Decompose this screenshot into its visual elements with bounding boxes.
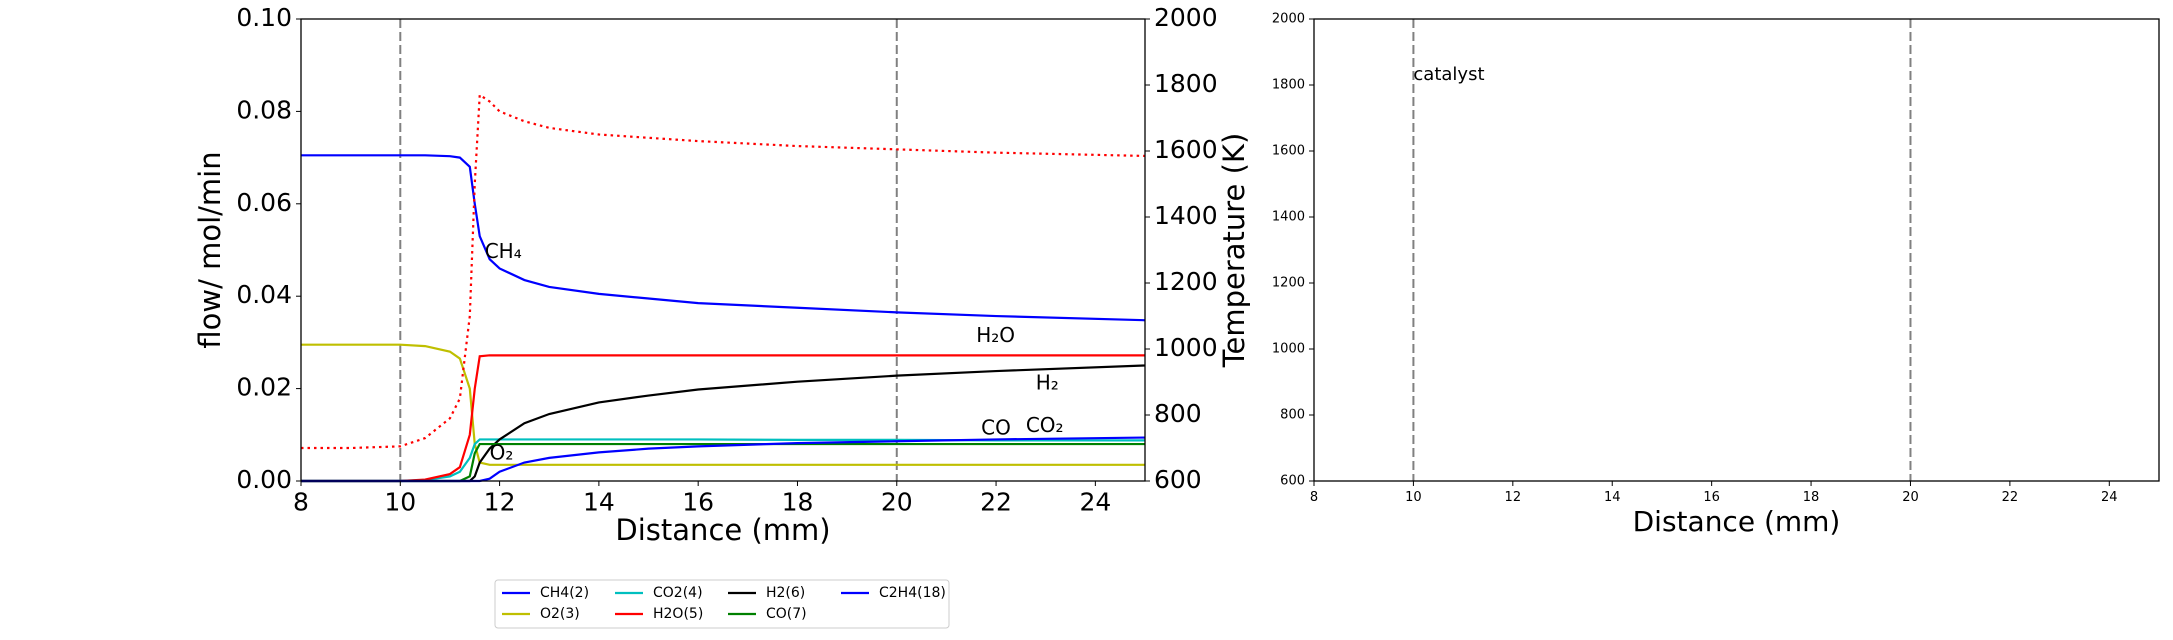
plot-frame xyxy=(300,18,1146,482)
y-tick-label: 0.06 xyxy=(236,188,292,217)
x-tick-label: 18 xyxy=(1803,490,1820,505)
data-line xyxy=(301,343,1145,466)
x-tick-label: 14 xyxy=(1604,490,1621,505)
x-tick-label: 22 xyxy=(980,488,1012,517)
annotation: CH₄ xyxy=(485,239,522,263)
y-tick-label: 0.00 xyxy=(236,465,292,494)
y2-tick-label: 2000 xyxy=(1154,3,1218,32)
annotation: H₂O xyxy=(976,323,1015,347)
x-tick-label: 14 xyxy=(583,488,615,517)
x-tick-label: 22 xyxy=(2002,490,2019,505)
y-tick-label: 2000 xyxy=(1272,12,1305,27)
annotation: O₂ xyxy=(490,441,514,465)
legend-label: C2H4(18) xyxy=(879,585,946,601)
y2-tick-label: 1800 xyxy=(1154,69,1218,98)
y-tick-label: 1400 xyxy=(1272,210,1305,225)
x-tick-label: 20 xyxy=(1902,490,1919,505)
annotation: catalyst xyxy=(1413,64,1484,85)
y2-tick-label: 1600 xyxy=(1154,135,1218,164)
x-tick-label: 12 xyxy=(484,488,516,517)
legend-label: CH4(2) xyxy=(540,585,589,601)
y-tick-label: 1200 xyxy=(1272,276,1305,291)
y2-axis-label: Temperature (K) xyxy=(1217,133,1251,369)
legend-label: H2O(5) xyxy=(653,606,703,622)
x-tick-label: 16 xyxy=(682,488,714,517)
legend-label: CO(7) xyxy=(766,606,807,622)
legend-label: H2(6) xyxy=(766,585,805,601)
y2-tick-label: 600 xyxy=(1154,465,1202,494)
y-tick-label: 1800 xyxy=(1272,78,1305,93)
y2-tick-label: 800 xyxy=(1154,399,1202,428)
y2-tick-label: 1000 xyxy=(1154,333,1218,362)
annotation: H₂ xyxy=(1036,370,1059,394)
x-axis-label: Distance (mm) xyxy=(615,513,830,547)
legend-label: CO2(4) xyxy=(653,585,703,601)
x-tick-label: 8 xyxy=(293,488,309,517)
y-tick-label: 600 xyxy=(1280,474,1305,489)
y-tick-label: 0.02 xyxy=(236,373,292,402)
y-tick-label: 800 xyxy=(1280,408,1305,423)
x-tick-label: 8 xyxy=(1310,490,1318,505)
y-axis-label: flow/ mol/min xyxy=(193,151,227,348)
x-tick-label: 24 xyxy=(2101,490,2118,505)
data-line xyxy=(301,92,1146,450)
x-tick-label: 24 xyxy=(1079,488,1111,517)
y-tick-label: 0.08 xyxy=(236,95,292,124)
y2-tick-label: 1200 xyxy=(1154,267,1218,296)
data-line xyxy=(301,154,1146,322)
x-tick-label: 20 xyxy=(881,488,913,517)
x-tick-label: 16 xyxy=(1703,490,1720,505)
x-tick-label: 18 xyxy=(782,488,814,517)
annotation: CO₂ xyxy=(1026,413,1064,437)
y-tick-label: 1600 xyxy=(1272,144,1305,159)
plot-frame xyxy=(1313,18,2160,482)
y-tick-label: 0.10 xyxy=(236,3,292,32)
legend-label: O2(3) xyxy=(540,606,580,622)
y-tick-label: 1000 xyxy=(1272,342,1305,357)
plot-area xyxy=(301,19,1145,481)
x-axis-label: Distance (mm) xyxy=(1633,505,1841,538)
y2-tick-label: 1400 xyxy=(1154,201,1218,230)
x-tick-label: 12 xyxy=(1505,490,1522,505)
data-line xyxy=(301,354,1145,483)
legend-box xyxy=(494,579,950,629)
x-tick-label: 10 xyxy=(384,488,416,517)
y-tick-label: 0.04 xyxy=(236,280,292,309)
annotation: CO xyxy=(981,415,1011,439)
plot-area xyxy=(1314,19,2159,481)
x-tick-label: 10 xyxy=(1405,490,1422,505)
